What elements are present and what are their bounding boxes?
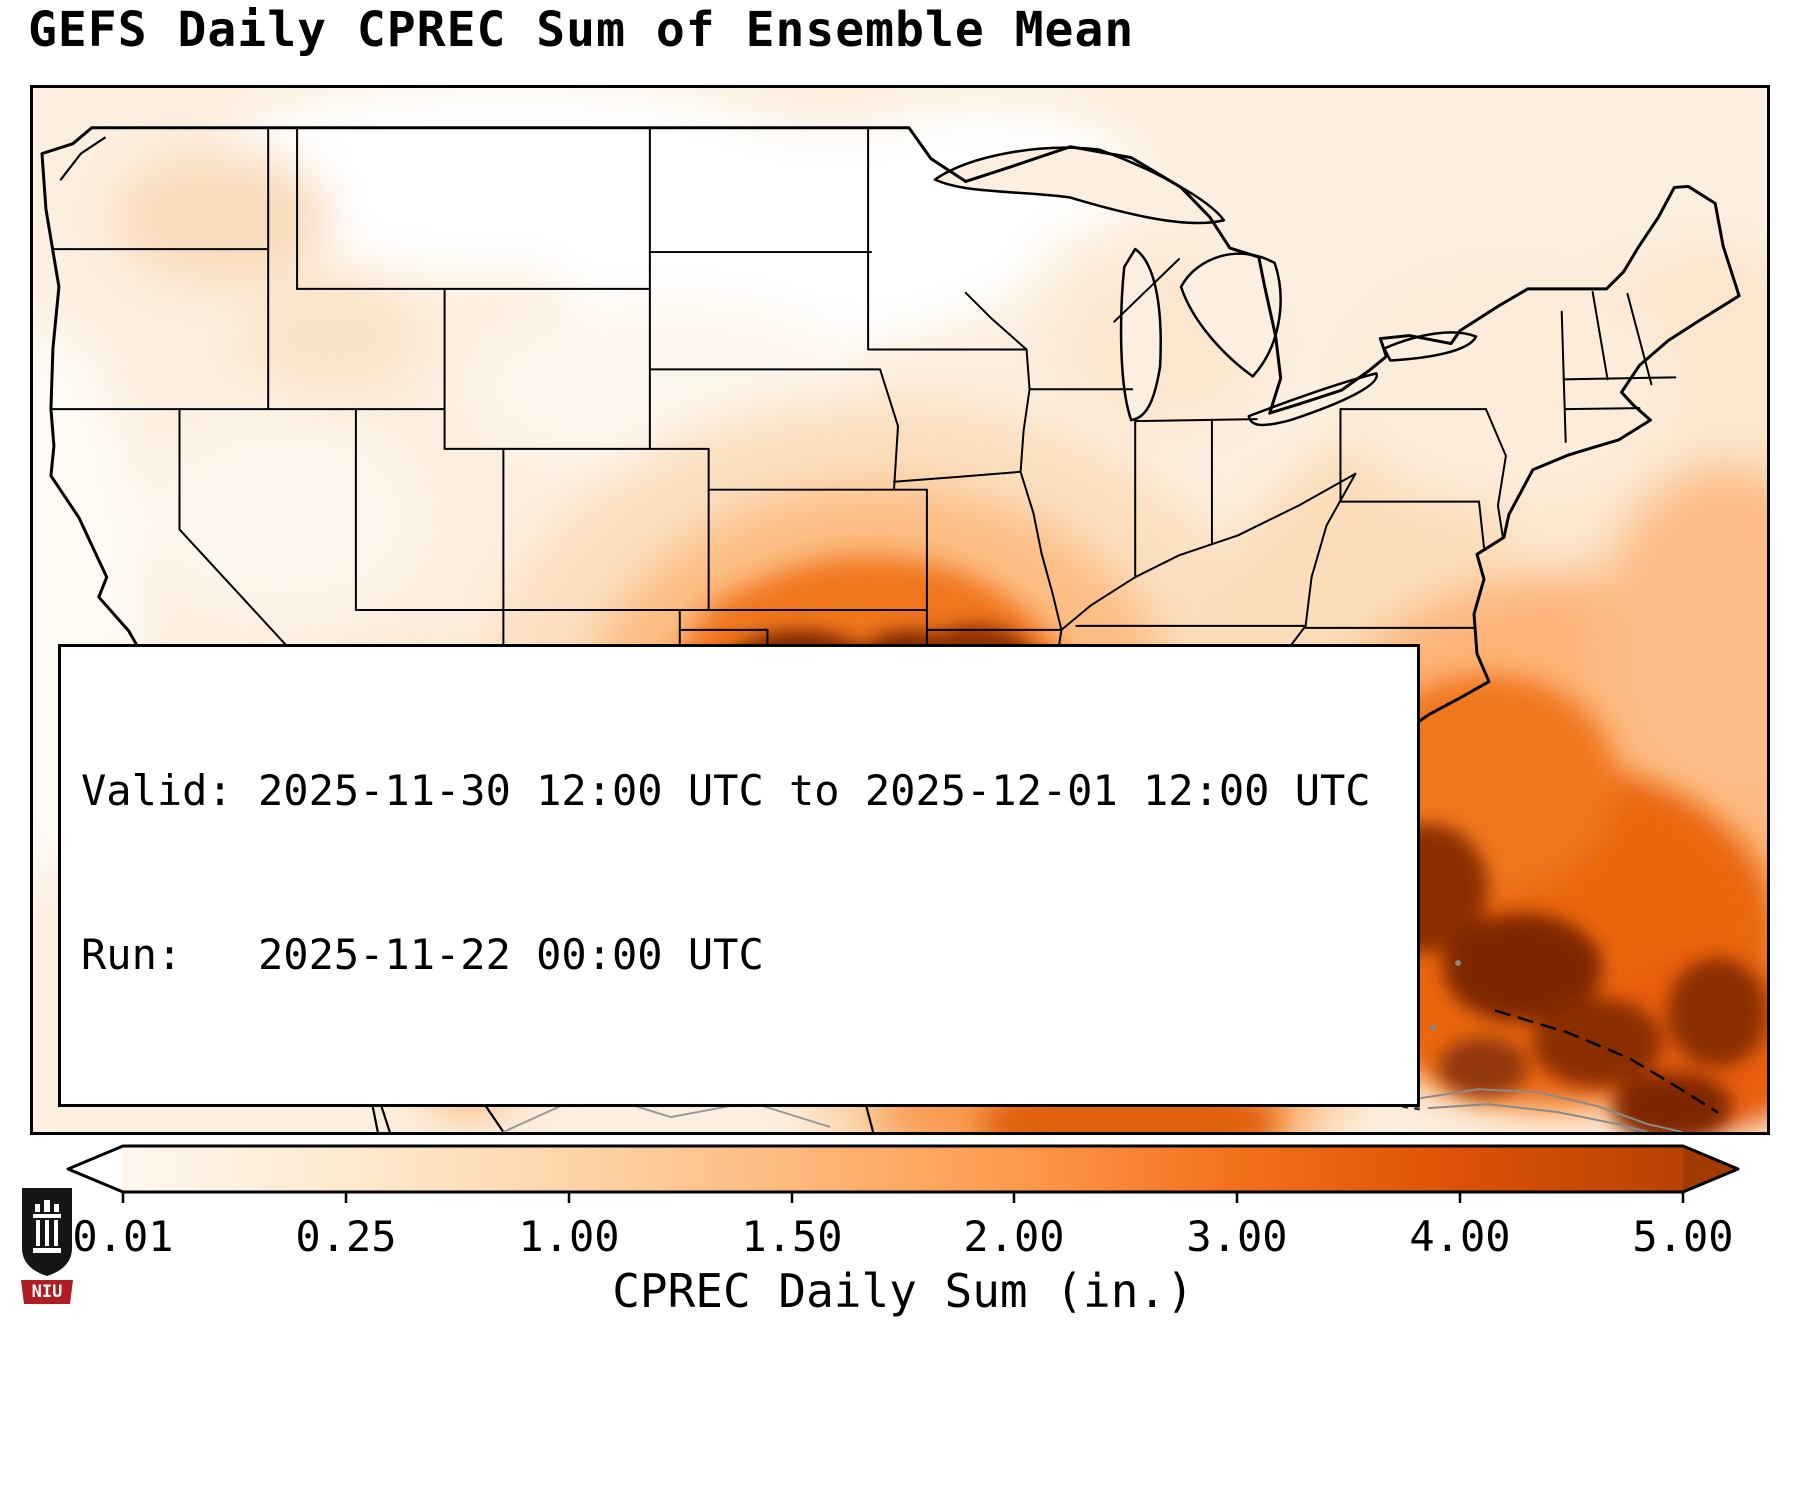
niu-logo: NIU bbox=[20, 1186, 74, 1306]
colorbar-gradient-bar bbox=[123, 1146, 1683, 1192]
cuba-coastline bbox=[1420, 1088, 1683, 1132]
figure-title: GEFS Daily CPREC Sum of Ensemble Mean bbox=[28, 2, 1135, 58]
map-panel: Valid: 2025-11-30 12:00 UTC to 2025-12-0… bbox=[30, 85, 1770, 1135]
colorbar-svg bbox=[66, 1144, 1740, 1203]
state-borders bbox=[49, 126, 1677, 921]
colorbar-under-arrow bbox=[68, 1146, 123, 1192]
colorbar-tick-label: 1.00 bbox=[518, 1212, 620, 1261]
castle-icon bbox=[33, 1200, 61, 1253]
validity-info-box: Valid: 2025-11-30 12:00 UTC to 2025-12-0… bbox=[58, 644, 1420, 1107]
run-time-text: Run: 2025-11-22 00:00 UTC bbox=[81, 930, 764, 980]
colorbar-tick-label: 4.00 bbox=[1409, 1212, 1511, 1261]
niu-logo-banner bbox=[21, 1280, 73, 1304]
colorbar-tick-label: 1.50 bbox=[741, 1212, 843, 1261]
colorbar-axis-label: CPREC Daily Sum (in.) bbox=[612, 1264, 1194, 1318]
colorbar-ticks bbox=[121, 1192, 1685, 1203]
colorbar-tick-label: 3.00 bbox=[1186, 1212, 1288, 1261]
colorbar-over-arrow bbox=[1683, 1146, 1738, 1192]
colorbar-tick-label: 0.25 bbox=[295, 1212, 397, 1261]
niu-logo-svg: NIU bbox=[21, 1188, 73, 1304]
colorbar-tick-label: 0.01 bbox=[72, 1212, 174, 1261]
colorbar-tick-label: 2.00 bbox=[963, 1212, 1065, 1261]
colorbar bbox=[66, 1142, 1740, 1208]
colorbar-tick-label: 5.00 bbox=[1632, 1212, 1734, 1261]
colorbar-tick-labels: 0.01 0.25 1.00 1.50 2.00 3.00 4.00 5.00 bbox=[66, 1212, 1740, 1262]
niu-logo-text: NIU bbox=[32, 1282, 63, 1302]
valid-time-text: Valid: 2025-11-30 12:00 UTC to 2025-12-0… bbox=[81, 766, 1371, 816]
